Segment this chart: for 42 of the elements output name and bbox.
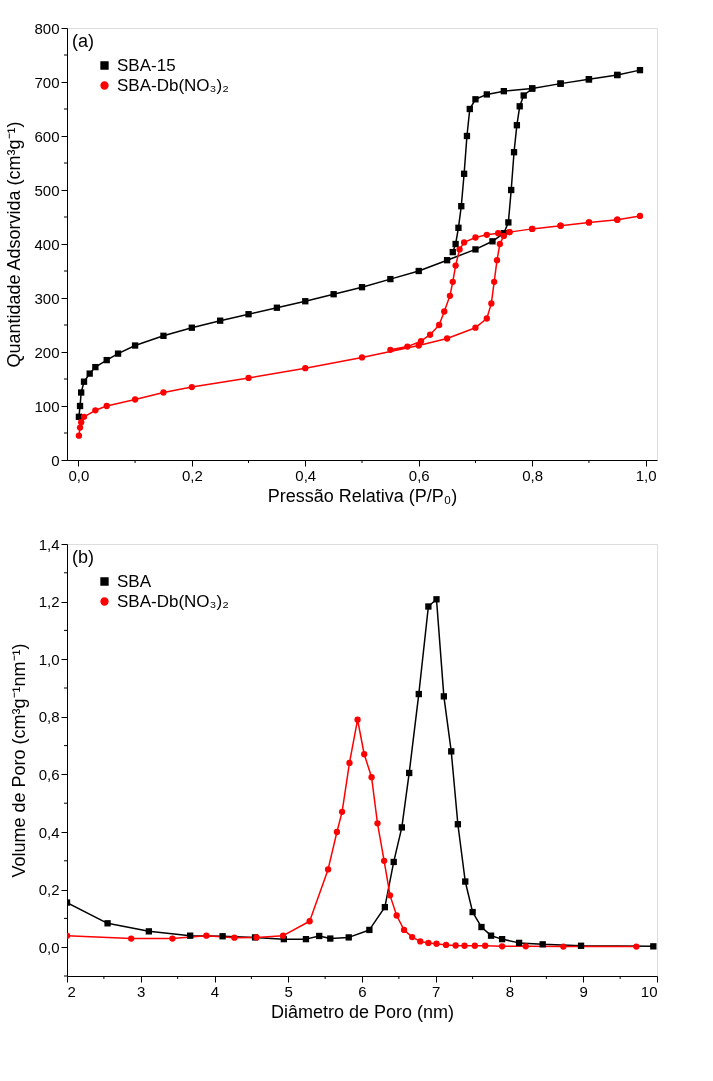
x-tick-label: 0,6	[408, 466, 430, 484]
x-tick-label: 2	[67, 982, 76, 1000]
x-tick-label: 6	[358, 982, 367, 1000]
y-tick-label: 0,6	[38, 765, 60, 783]
y-tick-label: 600	[34, 127, 60, 145]
y-tick-label: 1,2	[38, 593, 60, 611]
y-axis-title: Volume de Poro (cm³g⁻¹nm⁻¹)	[8, 643, 29, 878]
x-tick-label: 0,8	[522, 466, 544, 484]
x-axis-title: Pressão Relativa (P/P₀)	[267, 485, 458, 506]
x-tick-label: 0,4	[295, 466, 317, 484]
y-tick-label: 0,0	[38, 938, 60, 956]
y-tick-label: 0	[51, 451, 60, 469]
y-tick-label: 500	[34, 181, 60, 199]
y-tick-label: 0,8	[38, 708, 60, 726]
y-tick-label: 200	[34, 343, 60, 361]
legend-label: SBA-Db(NO₃)₂	[117, 75, 229, 95]
x-tick-label: 8	[505, 982, 515, 1000]
y-tick-label: 400	[34, 235, 60, 253]
legend-label: SBA	[117, 571, 152, 591]
x-tick-label: 4	[210, 982, 220, 1000]
y-tick-label: 800	[34, 19, 60, 37]
x-tick-label: 7	[432, 982, 441, 1000]
x-tick-label: 10	[640, 982, 658, 1000]
x-tick-label: 0,0	[68, 466, 90, 484]
y-tick-label: 100	[34, 397, 60, 415]
y-tick-label: 1,0	[38, 650, 60, 668]
y-axis-title: Quantidade Adsorvida (cm³g⁻¹)	[4, 121, 25, 368]
legend-label: SBA-Db(NO₃)₂	[117, 591, 229, 611]
y-tick-label: 700	[34, 73, 60, 91]
x-axis-title: Diâmetro de Poro (nm)	[270, 1001, 455, 1022]
x-tick-label: 5	[284, 982, 293, 1000]
x-tick-label: 0,2	[181, 466, 203, 484]
x-tick-label: 9	[579, 982, 588, 1000]
y-tick-label: 1,4	[38, 535, 60, 553]
y-tick-label: 0,4	[38, 823, 60, 841]
annotation: (a)	[72, 31, 94, 51]
x-tick-label: 1,0	[635, 466, 657, 484]
legend-label: SBA-15	[117, 55, 176, 75]
y-tick-label: 0,2	[38, 881, 60, 899]
x-tick-label: 3	[137, 982, 146, 1000]
y-tick-label: 300	[34, 289, 60, 307]
annotation: (b)	[72, 547, 94, 567]
